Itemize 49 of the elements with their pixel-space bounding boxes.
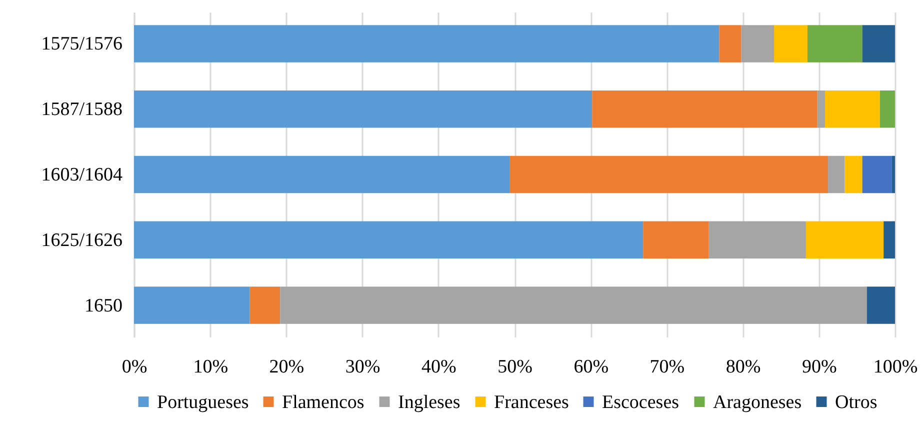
bar bbox=[817, 90, 825, 128]
bar bbox=[134, 25, 720, 62]
bar bbox=[134, 156, 510, 194]
legend-label: Franceses bbox=[494, 392, 569, 413]
bar bbox=[828, 156, 845, 194]
y-tick-label: 1575/1576 bbox=[41, 34, 122, 55]
bar bbox=[884, 221, 895, 259]
x-tick-label: 10% bbox=[193, 356, 228, 378]
x-tick-label: 30% bbox=[345, 356, 380, 378]
bar bbox=[774, 25, 808, 62]
legend-label: Aragoneses bbox=[713, 392, 802, 413]
bar bbox=[250, 286, 280, 324]
bar bbox=[280, 286, 867, 324]
bar bbox=[134, 221, 644, 259]
x-tick-label: 0% bbox=[122, 356, 148, 378]
x-tick-label: 40% bbox=[421, 356, 456, 378]
x-tick-label: 20% bbox=[269, 356, 304, 378]
bar bbox=[824, 90, 880, 128]
bar bbox=[892, 156, 895, 194]
y-tick-label: 1603/1604 bbox=[41, 164, 123, 186]
bar bbox=[844, 156, 862, 194]
bar bbox=[862, 25, 895, 62]
bar bbox=[134, 90, 592, 128]
legend-label: Escoceses bbox=[602, 392, 680, 413]
bar bbox=[741, 25, 774, 62]
x-tick-label: 50% bbox=[498, 356, 533, 378]
x-tick-label: 60% bbox=[574, 356, 609, 378]
bar bbox=[719, 25, 742, 62]
x-tick-label: 70% bbox=[650, 356, 685, 378]
x-tick-label: 90% bbox=[802, 356, 837, 378]
bar bbox=[807, 25, 862, 62]
y-tick-label: 1625/1626 bbox=[41, 230, 122, 251]
bar bbox=[643, 221, 709, 259]
bar bbox=[592, 90, 818, 128]
bar bbox=[880, 90, 895, 128]
bar bbox=[862, 156, 892, 194]
bar bbox=[866, 286, 895, 324]
legend-label: Portugueses bbox=[157, 392, 249, 413]
bar bbox=[806, 221, 884, 259]
bar bbox=[708, 221, 806, 259]
bar bbox=[510, 156, 828, 194]
legend-label: Ingleses bbox=[398, 392, 460, 413]
legend-label: Flamencos bbox=[282, 392, 364, 413]
x-tick-label: 100% bbox=[873, 356, 918, 378]
y-tick-label: 1587/1588 bbox=[41, 99, 122, 120]
legend-label: Otros bbox=[835, 392, 878, 413]
x-tick-label: 80% bbox=[726, 356, 761, 378]
y-tick-label: 1650 bbox=[84, 295, 122, 316]
bar bbox=[134, 286, 250, 324]
